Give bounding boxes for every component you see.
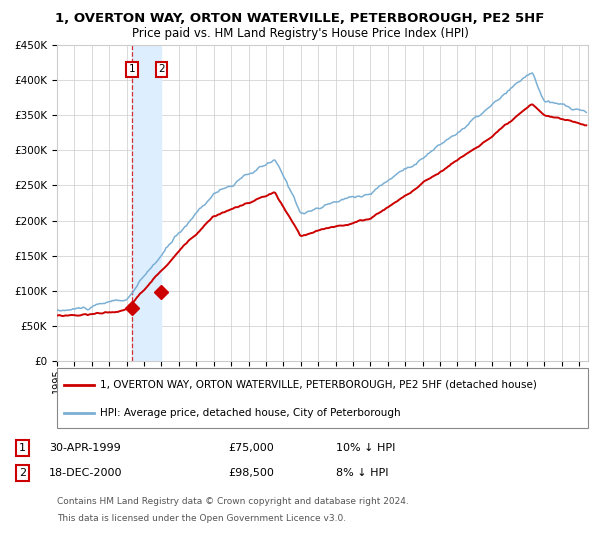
Text: £98,500: £98,500 <box>228 468 274 478</box>
Text: Contains HM Land Registry data © Crown copyright and database right 2024.: Contains HM Land Registry data © Crown c… <box>57 497 409 506</box>
Bar <box>133 45 161 361</box>
Text: 1, OVERTON WAY, ORTON WATERVILLE, PETERBOROUGH, PE2 5HF (detached house): 1, OVERTON WAY, ORTON WATERVILLE, PETERB… <box>100 380 537 390</box>
Text: 2: 2 <box>158 64 165 74</box>
Text: 30-APR-1999: 30-APR-1999 <box>49 443 121 453</box>
Text: This data is licensed under the Open Government Licence v3.0.: This data is licensed under the Open Gov… <box>57 514 346 523</box>
Text: 1, OVERTON WAY, ORTON WATERVILLE, PETERBOROUGH, PE2 5HF: 1, OVERTON WAY, ORTON WATERVILLE, PETERB… <box>55 12 545 25</box>
Text: £75,000: £75,000 <box>228 443 274 453</box>
Text: HPI: Average price, detached house, City of Peterborough: HPI: Average price, detached house, City… <box>100 408 401 418</box>
Text: 2: 2 <box>19 468 26 478</box>
Text: 18-DEC-2000: 18-DEC-2000 <box>49 468 123 478</box>
Text: 1: 1 <box>19 443 26 453</box>
Text: 10% ↓ HPI: 10% ↓ HPI <box>336 443 395 453</box>
Text: 1: 1 <box>129 64 136 74</box>
Text: 8% ↓ HPI: 8% ↓ HPI <box>336 468 389 478</box>
Text: Price paid vs. HM Land Registry's House Price Index (HPI): Price paid vs. HM Land Registry's House … <box>131 27 469 40</box>
